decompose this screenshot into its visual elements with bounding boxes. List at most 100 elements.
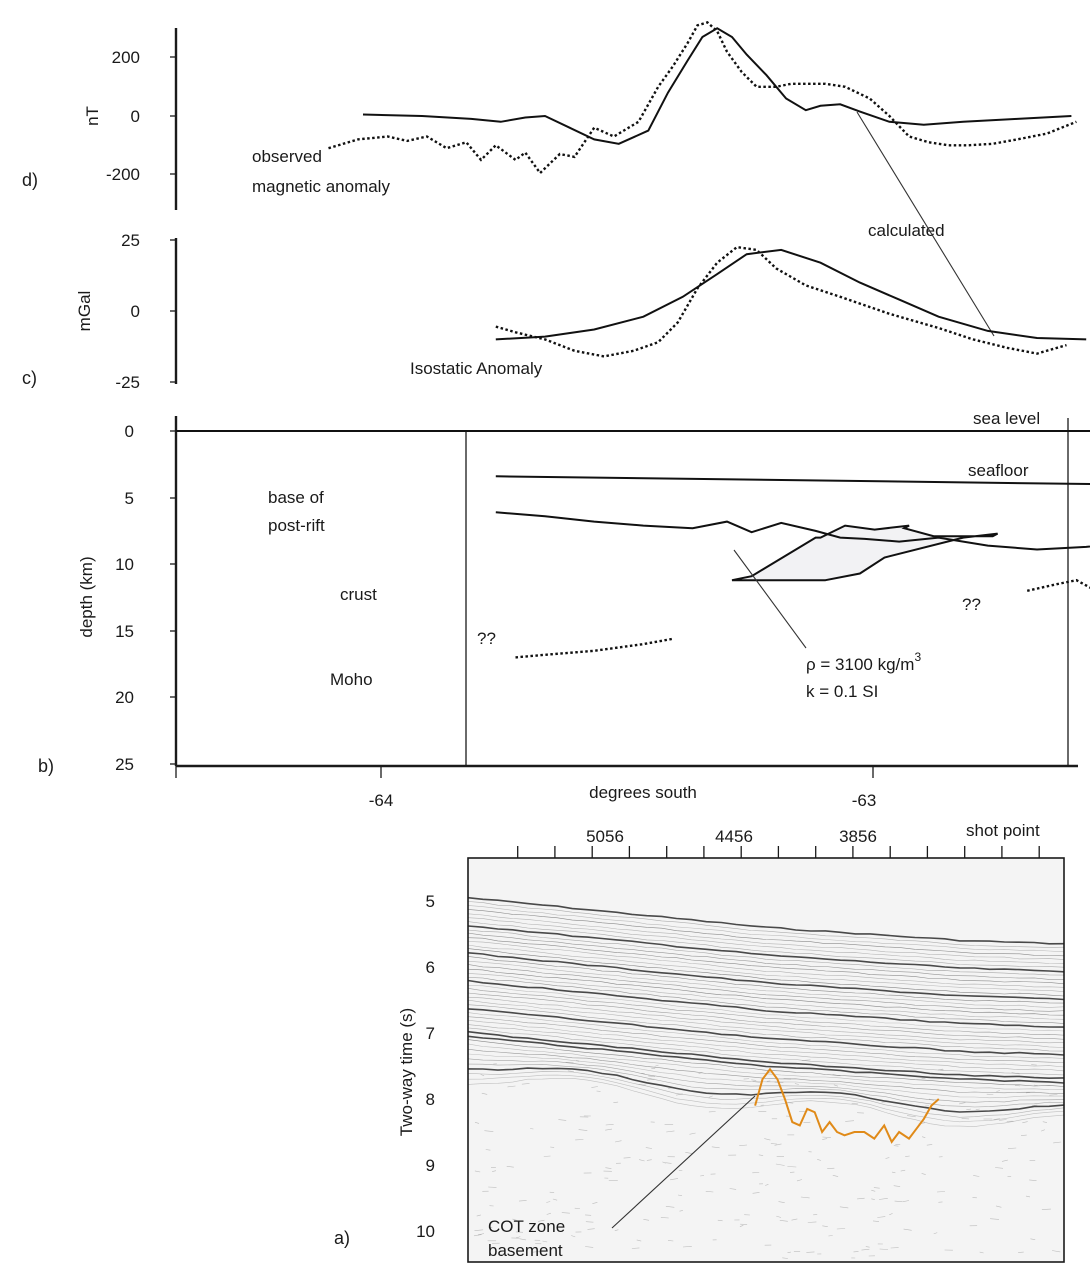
- seismic-speckle: [532, 1251, 541, 1253]
- seismic-speckle: [752, 1192, 760, 1194]
- seismic-reflector: [467, 944, 1065, 992]
- seismic-speckle: [623, 1157, 631, 1159]
- crust-label: crust: [340, 585, 377, 604]
- seismic-speckle: [779, 1220, 788, 1222]
- seismic-speckle: [787, 1166, 797, 1168]
- seismic-speckle: [861, 1248, 870, 1251]
- seismic-reflector: [467, 948, 1065, 997]
- panel-b-ylabel: depth (km): [77, 556, 96, 637]
- cot-leader-line: [611, 1095, 756, 1229]
- post-rift-label: post-rift: [268, 516, 325, 535]
- seismic-speckle: [800, 1196, 810, 1199]
- panel-b-depth-model: 0 5 10 15 20 25 depth (km) b) -64 -63 de…: [38, 409, 1090, 810]
- seismic-speckle: [578, 1129, 588, 1131]
- dense-body-polygon: [731, 524, 999, 582]
- seismic-speckle: [639, 1159, 645, 1162]
- density-superscript: 3: [914, 650, 921, 664]
- uncertain-mark: ??: [962, 595, 981, 614]
- seismic-speckle: [877, 1216, 886, 1218]
- seismic-speckle: [833, 1084, 839, 1087]
- density-label: ρ = 3100 kg/m3: [806, 650, 921, 674]
- seismic-reflector: [467, 1058, 1065, 1103]
- seismic-speckle: [878, 1198, 888, 1200]
- base-of-label: base of: [268, 488, 324, 507]
- seismic-speckle: [836, 1228, 846, 1230]
- seismic-reflector: [467, 1012, 1065, 1059]
- seismic-speckle: [631, 1247, 640, 1249]
- seismic-reflector: [467, 968, 1065, 1016]
- shot-point-tick-label: 4456: [715, 827, 753, 846]
- seismic-speckle: [751, 1079, 757, 1081]
- observed-label: observed: [252, 147, 322, 166]
- seismic-speckle: [685, 1152, 693, 1154]
- seismic-speckle: [903, 1228, 912, 1231]
- seismic-speckle: [1001, 1159, 1008, 1162]
- seismic-speckle: [758, 1154, 764, 1156]
- seismic-speckle: [774, 1143, 782, 1146]
- seismic-speckle: [729, 1188, 737, 1190]
- seismic-reflector: [467, 1078, 1065, 1127]
- seismic-speckle: [922, 1136, 926, 1138]
- seismic-speckle: [676, 1093, 683, 1096]
- seismic-speckle: [893, 1145, 899, 1147]
- seismic-speckle: [926, 1144, 933, 1146]
- seismic-reflector: [467, 896, 1065, 945]
- seismic-speckle: [822, 1136, 831, 1138]
- seismic-speckle: [839, 1206, 849, 1209]
- sea-level-label: sea level: [973, 409, 1040, 428]
- seismic-speckle: [1014, 1085, 1021, 1087]
- seismic-speckle: [1025, 1092, 1031, 1094]
- seismic-speckle: [801, 1059, 811, 1061]
- seismic-speckle: [708, 1095, 713, 1098]
- seismic-speckle: [1042, 1121, 1048, 1123]
- seismic-reflector: [467, 941, 1065, 988]
- seismic-reflector: [467, 988, 1065, 1036]
- seismic-reflector: [467, 901, 1065, 948]
- seismic-speckle: [585, 1246, 594, 1248]
- seismic-speckle: [516, 1236, 521, 1239]
- seismic-speckle: [873, 1187, 880, 1189]
- seismic-reflector: [467, 917, 1065, 964]
- seismic-speckle: [1007, 1147, 1017, 1149]
- seismic-speckle: [484, 1130, 494, 1132]
- seismic-speckle: [567, 1070, 574, 1072]
- seismic-speckle: [879, 1248, 889, 1250]
- seismic-speckle: [817, 1159, 822, 1161]
- susceptibility-label: k = 0.1 SI: [806, 682, 878, 701]
- seismic-speckle: [906, 1115, 916, 1118]
- twt-ytick-label: 7: [426, 1024, 435, 1043]
- panel-b-ytick-label: 15: [115, 622, 134, 641]
- cot-zone-label: COT zone: [488, 1217, 565, 1236]
- shot-point-tick-label: 3856: [839, 827, 877, 846]
- seismic-speckle: [1033, 1084, 1038, 1087]
- seismic-speckle: [990, 1218, 1000, 1220]
- seismic-speckle: [905, 1155, 910, 1157]
- magnetic-anomaly-label: magnetic anomaly: [252, 177, 390, 196]
- seafloor-line: [495, 475, 1090, 486]
- seismic-speckle: [1031, 1064, 1037, 1066]
- seismic-speckle: [896, 1070, 906, 1072]
- seismic-speckle: [973, 1175, 980, 1177]
- seismic-speckle: [605, 1124, 614, 1126]
- panel-b-yticks: [170, 430, 176, 765]
- panel-b-ytick-label: 25: [115, 755, 134, 774]
- deep-boundary-line: [1026, 578, 1090, 592]
- seismic-speckle: [807, 1221, 817, 1223]
- seismic-speckle: [885, 1157, 890, 1159]
- seismic-speckle: [857, 1197, 865, 1200]
- calculated-leader-line: [856, 111, 995, 337]
- seismic-speckle: [474, 1170, 481, 1173]
- seismic-speckle: [1040, 1129, 1045, 1132]
- seismic-speckle: [794, 1083, 799, 1085]
- seismic-speckle: [959, 1102, 966, 1105]
- seismic-speckle: [938, 1068, 943, 1071]
- shot-point-ticks: [517, 846, 1040, 858]
- seismic-speckle: [492, 1170, 497, 1172]
- seismic-reflector: [467, 1019, 1065, 1068]
- seismic-speckle: [591, 1086, 598, 1088]
- seismic-speckle: [518, 1200, 527, 1202]
- panel-c-ytick-label: -25: [115, 373, 140, 392]
- panel-d-ytick-label: -200: [106, 165, 140, 184]
- seismic-speckle: [871, 1198, 875, 1200]
- seismic-speckle: [893, 1185, 901, 1187]
